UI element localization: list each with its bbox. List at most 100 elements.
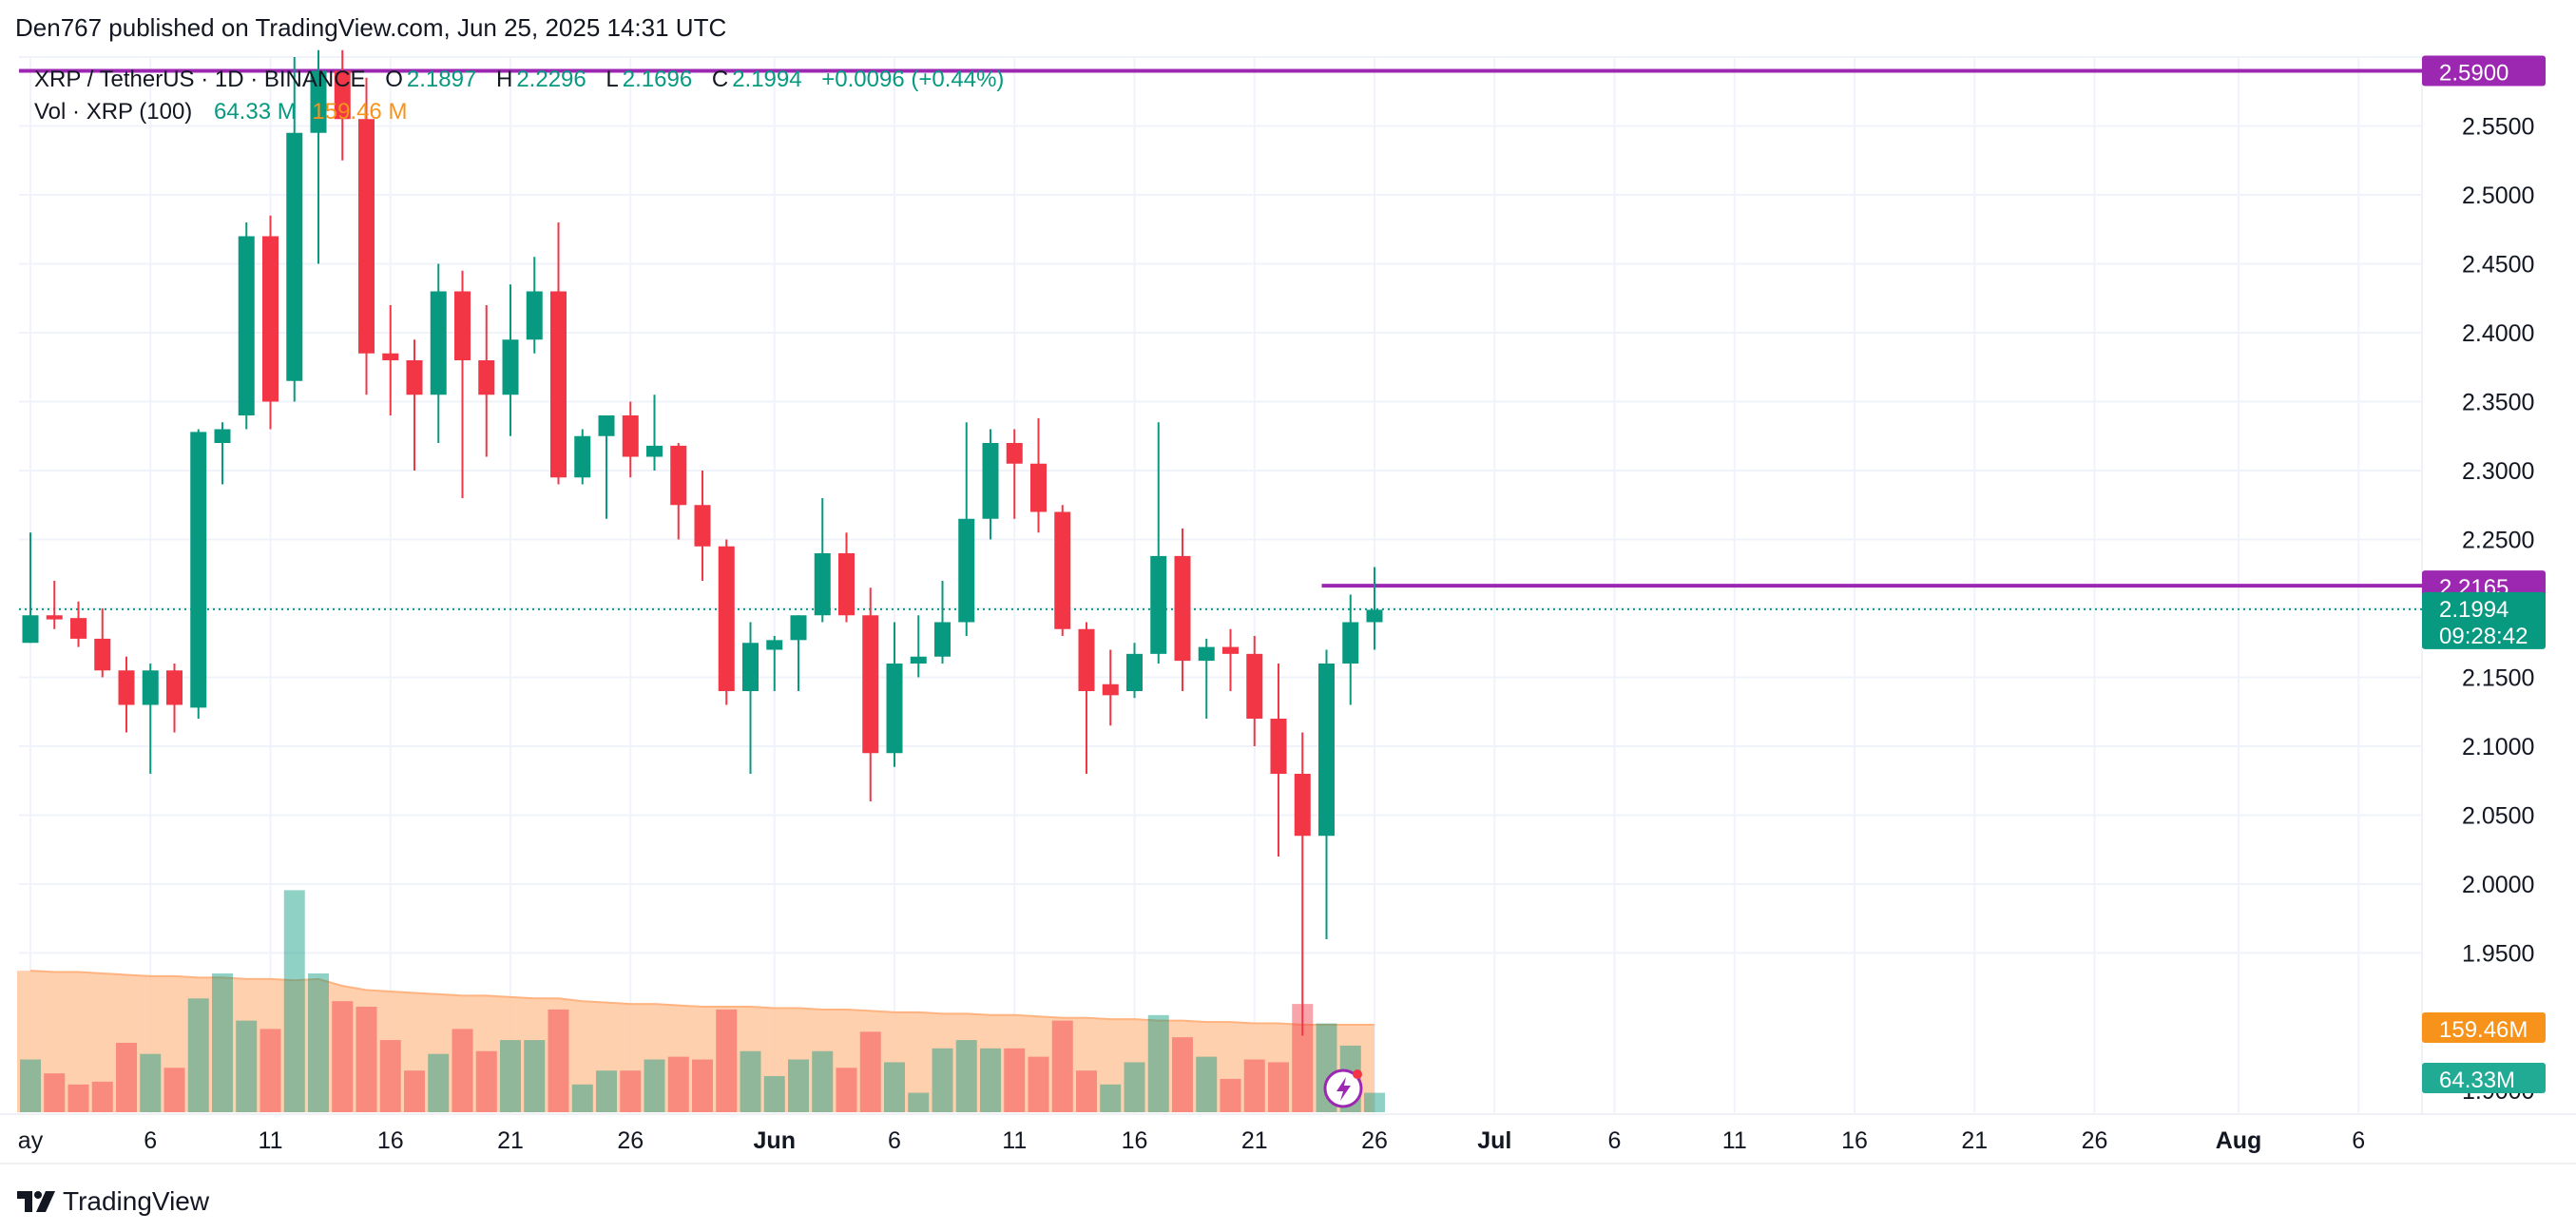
candle-down [694, 505, 711, 547]
candle-down [46, 615, 63, 620]
x-tick-label: 21 [1961, 1127, 1988, 1154]
candle-up [982, 443, 999, 519]
volume-bar [475, 1050, 497, 1112]
candle-up [142, 670, 159, 705]
time-axis[interactable]: ay 6 11 16 21 26 Jun 6 11 16 21 26 Jul 6 11 16 21 26 Aug 6 [18, 1127, 2365, 1154]
volume-bar [955, 1040, 977, 1112]
candle-up [814, 553, 831, 616]
candle-down [358, 119, 375, 354]
volume-bar [980, 1048, 1001, 1112]
open-value: 2.1897 [406, 67, 477, 92]
candle-up [310, 70, 327, 133]
volume-bar [283, 890, 305, 1112]
volume-ma-tag-bg [2422, 1012, 2546, 1043]
low-value: 2.1696 [622, 67, 693, 92]
x-tick-label: 26 [617, 1127, 644, 1154]
tradingview-logo-icon [17, 1191, 55, 1212]
candle-down [1270, 719, 1287, 774]
notification-dot-icon [1353, 1069, 1362, 1079]
open-label: O [385, 67, 403, 92]
volume-bar [644, 1059, 665, 1112]
candle-up [646, 445, 663, 457]
volume-bar [44, 1073, 66, 1112]
volume-legend[interactable]: Vol · XRP (100) 64.33 M 159.46 M [34, 99, 411, 125]
volume-bar [67, 1084, 89, 1112]
y-tick-label: 2.5000 [2462, 183, 2534, 209]
x-tick-label: 11 [1002, 1127, 1027, 1154]
current-price-tag-bg [2422, 591, 2546, 649]
x-tick-label: 6 [144, 1127, 157, 1154]
volume-bar [524, 1040, 546, 1112]
candlestick-series [22, 49, 1383, 1036]
volume-bar [788, 1059, 809, 1112]
candle-down [1054, 511, 1071, 629]
x-tick-label: 16 [377, 1127, 404, 1154]
volume-bar [1292, 1004, 1314, 1112]
close-value: 2.1994 [732, 67, 802, 92]
x-tick-label: 26 [2082, 1127, 2108, 1154]
symbol-name: XRP / TetherUS · 1D · BINANCE [34, 67, 366, 92]
volume-bar [812, 1050, 834, 1112]
candle-down [550, 291, 567, 478]
candle-down [1294, 774, 1311, 837]
volume-value: 64.33 M [213, 99, 297, 125]
volume-tag-bg [2422, 1063, 2546, 1093]
volume-bar [1196, 1056, 1218, 1112]
candle-down [382, 353, 399, 360]
x-tick-label: ay [18, 1127, 44, 1154]
candle-down [478, 360, 495, 395]
volume-bar [1076, 1070, 1097, 1112]
volume-bar [932, 1048, 953, 1112]
candle-up [214, 429, 231, 443]
candle-up [22, 615, 39, 644]
candle-up [286, 132, 303, 381]
candle-down [1222, 646, 1239, 654]
drawn-lines[interactable] [19, 68, 2422, 610]
candle-up [1318, 664, 1335, 837]
volume-ma-line [29, 970, 1375, 1027]
volume-bar [571, 1084, 593, 1112]
x-tick-label: 6 [888, 1127, 901, 1154]
volume-bar [187, 998, 209, 1112]
volume-bar [1004, 1048, 1026, 1112]
candle-up [430, 291, 447, 395]
close-label: C [711, 67, 729, 92]
volume-label: Vol · XRP (100) [34, 99, 193, 125]
volume-bar [740, 1050, 761, 1112]
candle-down [94, 638, 111, 671]
x-tick-label: 6 [1608, 1127, 1622, 1154]
x-tick-label: 26 [1361, 1127, 1388, 1154]
volume-bar [116, 1043, 137, 1112]
y-tick-label: 2.1000 [2462, 734, 2534, 760]
volume-bar [452, 1029, 473, 1112]
candle-down [1174, 555, 1191, 662]
volume-bar [548, 1009, 569, 1112]
volume-bar [763, 1076, 785, 1112]
x-tick-label: 6 [2352, 1127, 2365, 1154]
x-tick-label: 16 [1841, 1127, 1868, 1154]
candle-up [598, 415, 615, 436]
y-tick-label: 2.0500 [2462, 803, 2534, 830]
candle-down [862, 615, 879, 754]
volume-bar [1172, 1037, 1193, 1112]
candle-up [766, 640, 783, 650]
x-tick-label: 16 [1122, 1127, 1148, 1154]
volume-bar [1220, 1078, 1241, 1112]
change-value: +0.0096 (+0.44%) [821, 67, 1005, 92]
volume-bar [1028, 1056, 1049, 1112]
current-price-tag-text: 09:28:42 [2439, 624, 2528, 649]
volume-bar [379, 1040, 401, 1112]
y-tick-label: 2.1500 [2462, 665, 2534, 692]
volume-bar [1051, 1020, 1073, 1112]
x-tick-label: Aug [2216, 1127, 2262, 1154]
line-price-tag-bg [2422, 55, 2546, 87]
tradingview-brand[interactable]: TradingView [17, 1186, 209, 1217]
candle-down [262, 236, 279, 402]
x-tick-label: 21 [1241, 1127, 1268, 1154]
volume-bar [356, 1007, 377, 1112]
candle-up [790, 615, 807, 641]
candle-up [1198, 646, 1215, 662]
y-tick-label: 1.9500 [2462, 941, 2534, 968]
